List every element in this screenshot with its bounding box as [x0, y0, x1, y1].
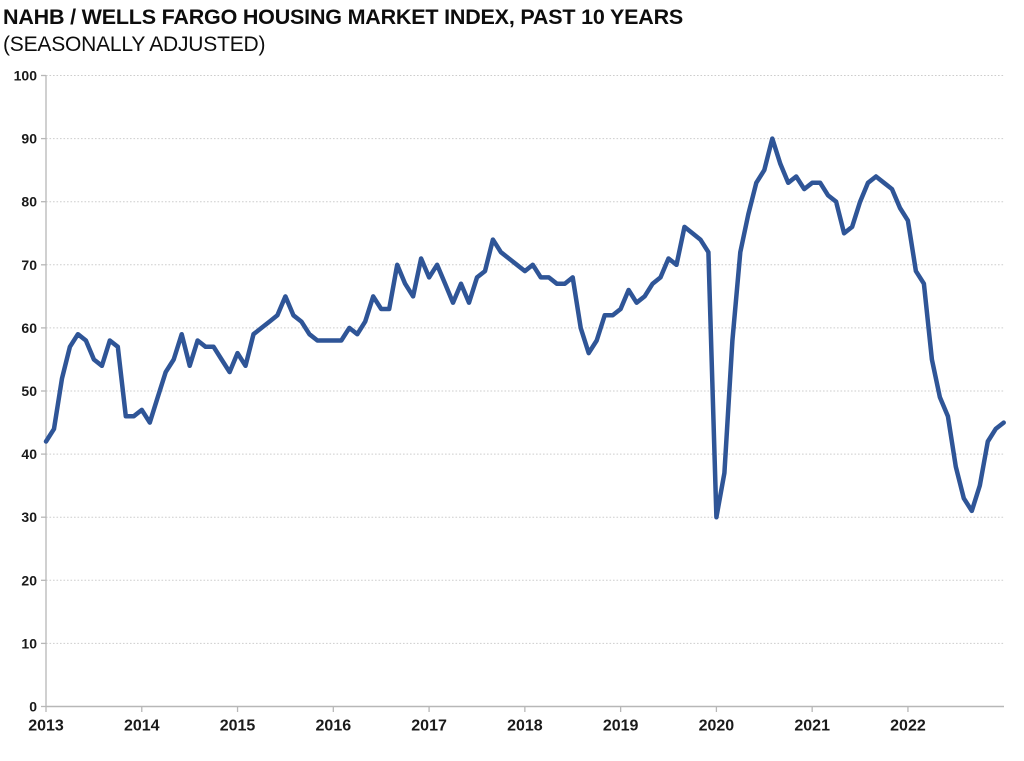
y-tick-label: 60	[21, 320, 37, 336]
chart-title: NAHB / WELLS FARGO HOUSING MARKET INDEX,…	[3, 5, 684, 29]
x-tick-label: 2020	[699, 718, 735, 735]
x-tick-label: 2021	[794, 718, 830, 735]
chart-subtitle: (SEASONALLY ADJUSTED)	[3, 33, 266, 56]
y-tick-label: 20	[21, 572, 37, 588]
y-tick-label: 50	[21, 383, 37, 399]
x-tick-label: 2014	[124, 718, 160, 735]
x-tick-label: 2022	[890, 718, 926, 735]
x-tick-label: 2013	[28, 718, 64, 735]
y-tick-label: 10	[21, 635, 37, 651]
x-tick-label: 2015	[220, 718, 256, 735]
x-tick-label: 2016	[316, 718, 352, 735]
hmi-series-line	[43, 136, 1006, 520]
y-tick-label: 80	[21, 194, 37, 210]
x-tick-label: 2017	[411, 718, 447, 735]
y-tick-label: 0	[29, 699, 37, 715]
y-tick-label: 30	[21, 509, 37, 525]
x-tick-label: 2019	[603, 718, 639, 735]
y-tick-label: 70	[21, 257, 37, 273]
x-tick-label: 2018	[507, 718, 543, 735]
y-tick-label: 40	[21, 446, 37, 462]
y-tick-label: 100	[14, 68, 38, 84]
y-tick-label: 90	[21, 131, 37, 147]
